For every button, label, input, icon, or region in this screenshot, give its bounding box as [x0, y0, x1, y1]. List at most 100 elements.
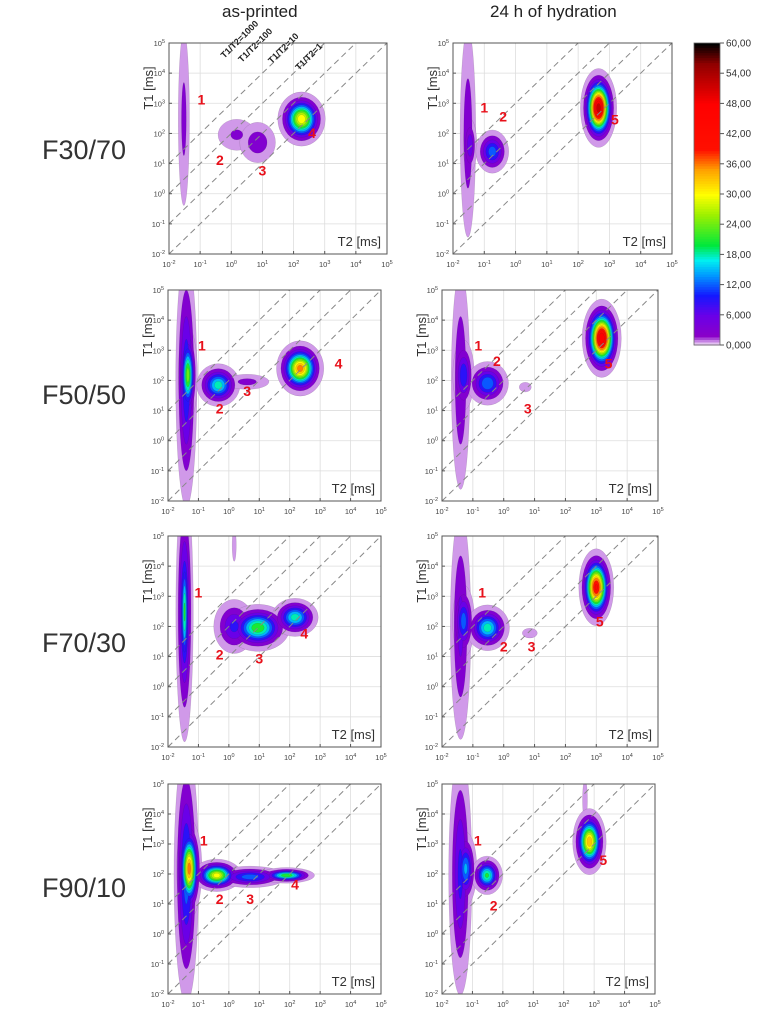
colorbar-tick-label: 54,00 [726, 69, 751, 80]
colorbar-swatch [694, 131, 720, 135]
colorbar-swatch [694, 126, 720, 130]
x-tick-label: 104 [619, 1000, 630, 1009]
x-tick-exponent: 5 [658, 1000, 661, 1006]
y-tick-exponent: -2 [160, 250, 165, 256]
y-tick-exponent: 2 [161, 870, 164, 876]
x-tick-label: 104 [345, 1000, 356, 1009]
x-tick-label: 10-1 [192, 753, 205, 762]
x-tick-exponent: 1 [537, 753, 540, 759]
colorbar-swatch [694, 266, 720, 271]
contour-level-21 [251, 622, 265, 633]
panel-F70-30-as-printed: 10-2 10-1 100 101 102 103 104 10510-210-1100101… [140, 532, 387, 762]
y-tick-exponent: 0 [446, 190, 449, 196]
colorbar-swatch [694, 78, 720, 82]
x-tick-exponent: -1 [200, 753, 205, 759]
panel-F90-10-as-printed: 10-2 10-1 100 101 102 103 104 10510-210-1100101… [140, 780, 387, 1009]
x-tick-label: 10-2 [435, 507, 448, 516]
colorbar-swatch [694, 292, 720, 296]
x-tick-label: 105 [375, 507, 386, 516]
colorbar-swatch [694, 244, 720, 248]
y-tick-exponent: 4 [435, 316, 438, 322]
x-tick-exponent: 1 [262, 753, 265, 759]
colorbar-swatch [694, 83, 720, 87]
contour-level-44 [594, 584, 598, 591]
y-tick-label: 101 [427, 407, 438, 416]
x-tick-exponent: -2 [170, 1000, 175, 1006]
contour-level-21 [484, 872, 490, 878]
colorbar-swatch [694, 332, 720, 336]
y-tick-exponent: 0 [161, 930, 164, 936]
x-tick-exponent: 2 [566, 1000, 569, 1006]
y-tick-label: 10-1 [151, 713, 164, 722]
y-tick-label: 101 [427, 900, 438, 909]
colorbar-swatch [694, 48, 720, 52]
x-tick-exponent: 0 [231, 753, 234, 759]
y-tick-exponent: 1 [161, 653, 164, 659]
x-tick-label: 105 [666, 260, 677, 269]
x-tick-label: 104 [621, 753, 632, 762]
x-tick-exponent: 3 [323, 753, 326, 759]
colorbar-swatch [694, 113, 720, 117]
y-tick-label: 10-2 [152, 250, 165, 259]
colorbar-swatch [694, 156, 720, 160]
colorbar-swatch [694, 234, 720, 238]
x-tick-exponent: -1 [475, 753, 480, 759]
x-tick-label: 101 [541, 260, 552, 269]
x-tick-exponent: 3 [599, 507, 602, 513]
panel-F70-30-hydrated: 10-2 10-1 100 101 102 103 104 10510-210-1100101… [414, 532, 664, 762]
y-tick-label: 100 [427, 930, 438, 939]
x-tick-label: 103 [591, 753, 602, 762]
y-tick-exponent: 4 [161, 316, 164, 322]
x-tick-exponent: 2 [296, 260, 299, 266]
colorbar-swatch [694, 43, 720, 47]
y-tick-exponent: -1 [433, 960, 438, 966]
peak-label-1: 1 [478, 585, 486, 601]
x-tick-exponent: -1 [202, 260, 207, 266]
colorbar-swatch [694, 63, 720, 67]
y-tick-label: 102 [438, 129, 449, 138]
y-tick-label: 102 [153, 870, 164, 879]
x-tick-label: 10-1 [466, 753, 479, 762]
y-tick-label: 101 [154, 160, 165, 169]
plot-frame [168, 42, 388, 255]
x-tick-exponent: 5 [384, 1000, 387, 1006]
y-tick-exponent: -2 [444, 250, 449, 256]
peak-label-2: 2 [216, 400, 224, 416]
y-tick-label: 10-2 [151, 497, 164, 506]
x-tick-label: 10-1 [192, 1000, 205, 1009]
x-tick-label: 100 [497, 1000, 508, 1009]
ratio-line-100 [442, 290, 597, 442]
y-tick-label: 102 [427, 622, 438, 631]
x-tick-exponent: 3 [612, 260, 615, 266]
y-tick-exponent: 1 [162, 160, 165, 166]
y-tick-label: 10-1 [425, 713, 438, 722]
peak-label-1: 1 [474, 832, 482, 848]
contour-level-18 [214, 381, 223, 390]
colorbar-swatch [694, 342, 720, 346]
colorbar-swatch [694, 186, 720, 190]
peak-label-4: 4 [300, 625, 308, 641]
colorbar-swatch [694, 191, 720, 195]
y-tick-label: 105 [427, 532, 438, 541]
contour-level-36 [297, 364, 304, 372]
colorbar-swatch [694, 70, 720, 74]
colorbar-swatch [694, 216, 720, 220]
colorbar-swatch [694, 274, 720, 278]
y-tick-label: 100 [153, 930, 164, 939]
colorbar-swatch [694, 176, 720, 180]
x-tick-label: 102 [572, 260, 583, 269]
y-tick-label: 104 [438, 69, 449, 78]
x-tick-exponent: 1 [262, 1000, 265, 1006]
x-tick-exponent: -2 [171, 260, 176, 266]
x-tick-label: 100 [226, 260, 237, 269]
y-tick-exponent: 5 [446, 39, 449, 45]
x-tick-label: 101 [254, 1000, 265, 1009]
x-tick-label: 103 [588, 1000, 599, 1009]
y-axis-label: T1 [ms] [140, 313, 155, 356]
y-tick-exponent: 4 [161, 562, 164, 568]
colorbar-swatch [694, 166, 720, 170]
x-tick-label: 102 [284, 507, 295, 516]
y-tick-label: 102 [153, 622, 164, 631]
colorbar-swatch [694, 153, 720, 157]
x-tick-exponent: 4 [353, 753, 356, 759]
